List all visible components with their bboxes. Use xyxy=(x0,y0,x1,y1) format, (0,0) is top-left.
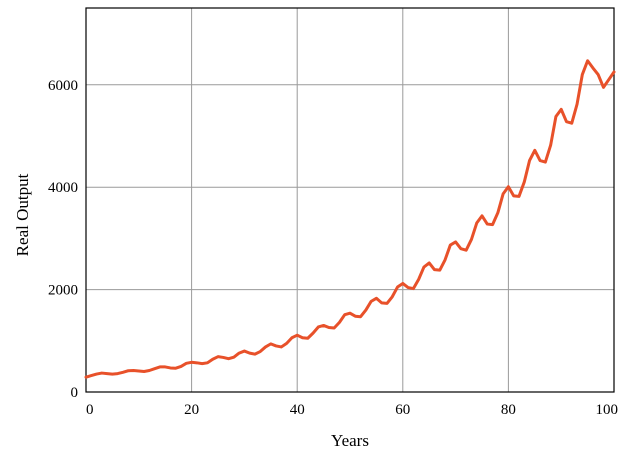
y-tick-label: 6000 xyxy=(48,78,78,94)
y-axis-label: Real Output xyxy=(13,173,32,256)
x-tick-label: 0 xyxy=(86,402,94,418)
series-line-real-output xyxy=(84,59,616,379)
y-tick-label: 4000 xyxy=(48,180,78,196)
plot-area-frame xyxy=(85,7,615,393)
x-tick-label: 100 xyxy=(596,402,619,418)
x-axis-label: Years xyxy=(331,431,369,450)
x-tick-label: 60 xyxy=(395,402,410,418)
y-axis: 0 2000 4000 6000 xyxy=(48,78,78,401)
y-tick-label: 0 xyxy=(71,385,79,401)
x-tick-label: 80 xyxy=(501,402,516,418)
x-tick-label: 20 xyxy=(184,402,199,418)
x-axis: 0 20 40 60 80 100 xyxy=(86,402,618,418)
y-tick-label: 2000 xyxy=(48,283,78,299)
grid xyxy=(85,8,615,393)
x-tick-label: 40 xyxy=(290,402,305,418)
